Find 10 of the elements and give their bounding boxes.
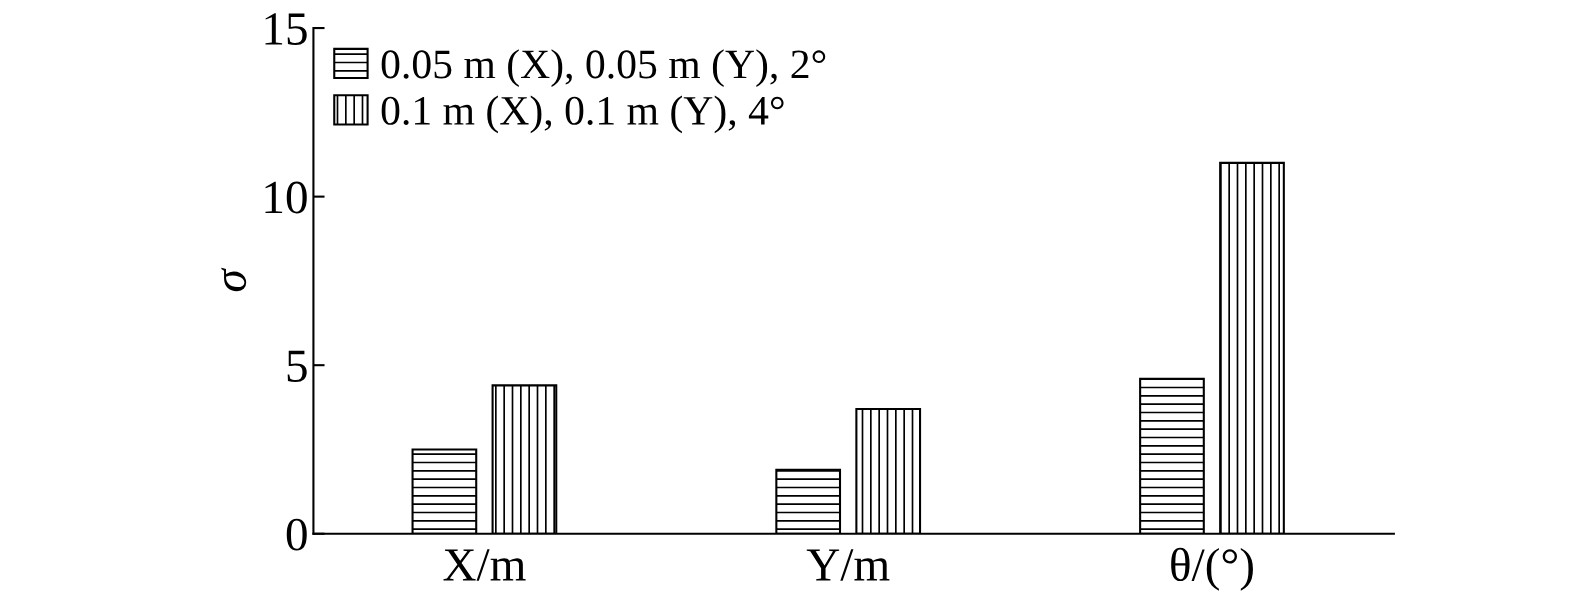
- x-tick-label: θ/(°): [1171, 547, 1253, 591]
- y-tick-label: 10: [265, 181, 307, 214]
- y-axis-title: σ: [221, 267, 247, 292]
- legend-label: 0.05 m (X), 0.05 m (Y), 2°: [381, 49, 826, 87]
- legend-label: 0.1 m (X), 0.1 m (Y), 4°: [381, 95, 784, 134]
- y-tick-label: 0: [286, 518, 307, 551]
- x-tick-label: Y/m: [806, 549, 890, 581]
- y-tick-label: 5: [287, 350, 307, 383]
- x-tick-label: X/m: [443, 549, 526, 581]
- y-tick-label: 15: [265, 13, 307, 45]
